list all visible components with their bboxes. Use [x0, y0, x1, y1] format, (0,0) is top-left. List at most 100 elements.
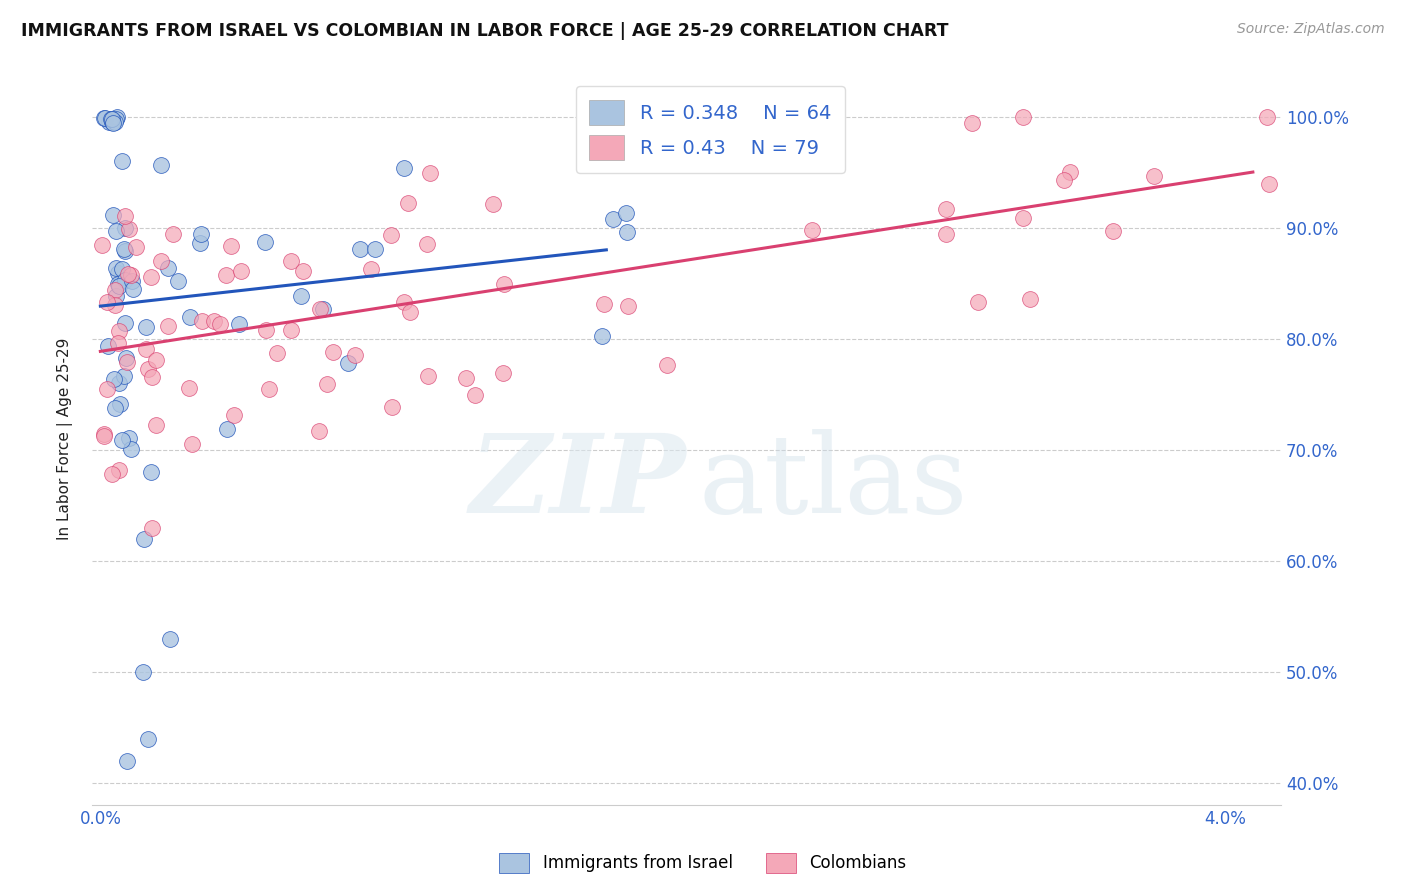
Point [188, 236, 211, 251]
Point [136, 731, 159, 746]
Point [125, 240, 148, 254]
Point [107, 277, 129, 291]
Point [394, 295, 416, 310]
Point [1053, 172, 1076, 186]
Point [960, 116, 983, 130]
Point [280, 323, 302, 337]
Point [103, 372, 125, 386]
Point [349, 242, 371, 256]
Point [101, 467, 124, 481]
Point [139, 465, 162, 479]
Point [107, 335, 129, 350]
Point [337, 356, 360, 370]
Point [112, 368, 135, 383]
Point [118, 222, 141, 236]
Point [308, 302, 330, 317]
Point [149, 253, 172, 268]
Point [162, 227, 184, 242]
Point [104, 283, 127, 297]
Point [215, 268, 238, 282]
Point [224, 408, 246, 422]
Legend: Immigrants from Israel, Colombians: Immigrants from Israel, Colombians [492, 847, 914, 880]
Point [101, 112, 124, 126]
Point [190, 227, 212, 242]
Point [111, 262, 134, 277]
Point [93, 112, 115, 126]
Point [111, 153, 134, 168]
Point [416, 368, 439, 383]
Point [145, 418, 167, 433]
Point [167, 273, 190, 287]
Point [98, 114, 121, 128]
Point [136, 362, 159, 376]
Point [112, 242, 135, 256]
Point [966, 295, 988, 310]
Point [114, 351, 136, 365]
Legend: R = 0.348    N = 64, R = 0.43    N = 79: R = 0.348 N = 64, R = 0.43 N = 79 [575, 87, 845, 173]
Point [104, 115, 127, 129]
Point [492, 366, 515, 380]
Point [96, 294, 118, 309]
Point [100, 112, 122, 127]
Point [121, 274, 143, 288]
Point [253, 235, 276, 249]
Point [114, 244, 136, 259]
Point [398, 305, 420, 319]
Point [257, 382, 280, 396]
Point [1012, 211, 1035, 226]
Point [104, 112, 127, 126]
Point [1256, 111, 1278, 125]
Point [141, 521, 163, 535]
Point [156, 260, 179, 275]
Point [492, 277, 515, 292]
Point [139, 269, 162, 284]
Point [202, 314, 225, 328]
Point [231, 264, 253, 278]
Point [101, 115, 124, 129]
Point [120, 268, 142, 282]
Point [96, 382, 118, 396]
Point [616, 225, 638, 239]
Point [416, 237, 439, 252]
Point [105, 111, 128, 125]
Point [364, 242, 387, 256]
Point [107, 266, 129, 280]
Point [91, 238, 114, 252]
Point [591, 329, 613, 343]
Point [381, 400, 404, 414]
Point [134, 532, 156, 546]
Point [291, 264, 314, 278]
Point [132, 665, 155, 679]
Point [935, 202, 957, 217]
Point [100, 112, 122, 127]
Point [114, 316, 136, 330]
Point [110, 434, 132, 448]
Point [180, 437, 202, 451]
Point [114, 272, 136, 286]
Text: Source: ZipAtlas.com: Source: ZipAtlas.com [1237, 22, 1385, 37]
Point [464, 388, 486, 402]
Point [135, 342, 157, 356]
Point [316, 376, 339, 391]
Point [115, 355, 138, 369]
Point [104, 224, 127, 238]
Point [614, 205, 637, 219]
Point [360, 262, 382, 277]
Point [1143, 169, 1166, 183]
Point [135, 319, 157, 334]
Point [93, 428, 115, 442]
Point [145, 352, 167, 367]
Point [179, 310, 201, 325]
Point [322, 344, 344, 359]
Point [159, 632, 181, 646]
Point [396, 196, 419, 211]
Point [482, 197, 505, 211]
Point [1012, 111, 1035, 125]
Point [290, 289, 312, 303]
Point [1102, 224, 1125, 238]
Point [1258, 177, 1281, 191]
Point [114, 210, 136, 224]
Text: ZIP: ZIP [470, 429, 686, 537]
Point [93, 112, 115, 126]
Point [763, 138, 786, 153]
